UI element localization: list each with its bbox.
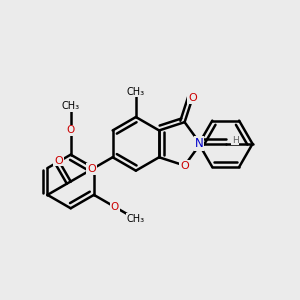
Text: H: H	[232, 136, 238, 145]
Text: CH₃: CH₃	[127, 87, 145, 97]
Text: O: O	[54, 155, 63, 166]
Text: CH₃: CH₃	[61, 101, 80, 111]
Text: O: O	[180, 160, 189, 171]
Text: O: O	[111, 202, 119, 212]
Text: N: N	[194, 137, 203, 150]
Text: O: O	[188, 93, 197, 103]
Text: CH₃: CH₃	[127, 214, 145, 224]
Text: O: O	[67, 125, 75, 135]
Text: O: O	[87, 164, 96, 174]
